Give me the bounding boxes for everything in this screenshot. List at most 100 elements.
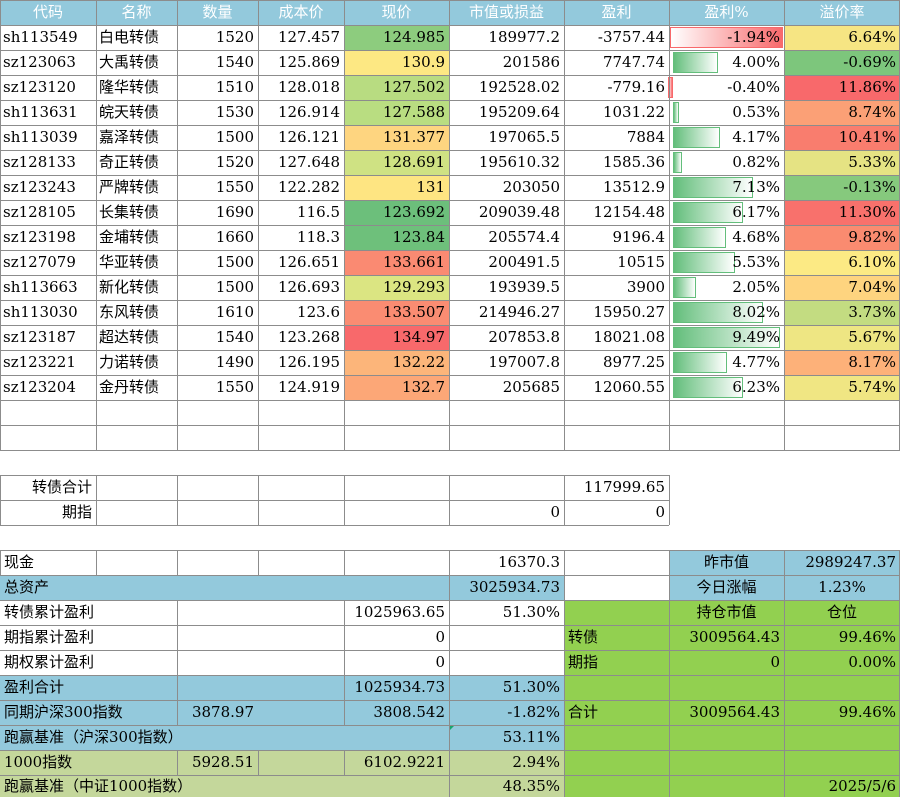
beat-hs300-row-bg <box>0 725 564 750</box>
grid-vline <box>564 550 565 575</box>
grid-vline <box>344 475 345 525</box>
csi1000-start: 5928.51 <box>191 753 254 771</box>
position-total-label: 合计 <box>568 703 599 721</box>
cell-market-value: 189977.2 <box>488 28 560 46</box>
bond-subtotal-label: 转债合计 <box>31 478 92 496</box>
grid-vline <box>449 575 450 600</box>
header-price: 现价 <box>344 0 449 25</box>
cell-profit-pct: 2.05% <box>732 278 780 296</box>
cell-cost: 128.018 <box>277 78 340 96</box>
profit-pct-data-bar <box>673 227 726 248</box>
cell-premium: 11.30% <box>784 200 900 225</box>
cell-qty: 1690 <box>215 203 254 221</box>
cell-premium: 6.10% <box>784 250 900 275</box>
header-cost: 成本价 <box>258 0 344 25</box>
cell-premium: 10.41% <box>784 125 900 150</box>
profit-pct-data-bar <box>673 152 683 173</box>
cell-name: 大禹转债 <box>99 53 160 71</box>
cell-market-value: 197065.5 <box>488 128 560 146</box>
cell-profit-pct: 9.49% <box>732 328 780 346</box>
cell-qty: 1500 <box>215 253 254 271</box>
cell-profit-pct: 6.23% <box>732 378 780 396</box>
grid-vline <box>177 600 178 725</box>
grid-vline <box>0 550 1 575</box>
grid-hline <box>0 50 900 51</box>
cell-premium: 3.73% <box>784 300 900 325</box>
cell-profit: -3757.44 <box>597 28 665 46</box>
cell-premium: 6.64% <box>784 25 900 50</box>
cell-name: 长集转债 <box>99 203 160 221</box>
grid-hline <box>0 475 669 476</box>
cell-cost: 118.3 <box>297 228 340 246</box>
profit-pct-data-bar <box>673 177 754 198</box>
cell-premium: 7.04% <box>784 275 900 300</box>
profit-pct-data-bar <box>673 327 780 348</box>
grid-vline <box>0 475 1 525</box>
cell-market-value: 200491.5 <box>488 253 560 271</box>
cell-price: 134.97 <box>344 325 449 350</box>
grid-hline <box>0 300 900 301</box>
cell-qty: 1490 <box>215 353 254 371</box>
cell-qty: 1510 <box>215 78 254 96</box>
cell-qty: 1540 <box>215 328 254 346</box>
profit-pct-data-bar <box>673 252 736 273</box>
cell-cost: 124.919 <box>277 378 340 396</box>
cell-name: 隆华转债 <box>99 78 160 96</box>
grid-hline <box>0 25 900 26</box>
cell-cost: 125.869 <box>277 53 340 71</box>
position-summary-bg <box>564 600 900 797</box>
cell-price: 132.7 <box>344 375 449 400</box>
cell-price: 132.22 <box>344 350 449 375</box>
cell-code: sz123187 <box>3 328 76 346</box>
grid-vline <box>0 0 1 450</box>
cell-qty: 1550 <box>215 178 254 196</box>
cell-price: 133.661 <box>344 250 449 275</box>
cell-premium: 5.74% <box>784 375 900 400</box>
cell-code: sz123063 <box>3 53 76 71</box>
cell-price: 123.84 <box>344 225 449 250</box>
beat-csi1000-value: 48.35% <box>502 777 560 795</box>
cell-profit-pct: 6.17% <box>732 203 780 221</box>
total-profit-pct: 51.30% <box>502 678 560 696</box>
cell-market-value: 205574.4 <box>488 228 560 246</box>
cell-profit: 12154.48 <box>593 203 665 221</box>
total-assets-row-bg <box>0 575 564 600</box>
grid-vline <box>177 550 178 575</box>
cell-market-value: 207853.8 <box>488 328 560 346</box>
cell-market-value: 203050 <box>502 178 560 196</box>
holding-mv-label: 持仓市值 <box>696 603 757 621</box>
cell-name: 白电转债 <box>99 28 160 46</box>
header-premium: 溢价率 <box>784 0 900 25</box>
profit-pct-data-bar <box>673 52 719 73</box>
cell-cost: 116.5 <box>297 203 340 221</box>
csi1000-label: 1000指数 <box>4 753 73 771</box>
yesterday-mv-label: 昨市值 <box>703 553 749 571</box>
grid-hline <box>0 550 900 551</box>
cell-code: sz123243 <box>3 178 76 196</box>
cell-market-value: 205685 <box>502 378 560 396</box>
grid-vline <box>449 550 450 575</box>
cell-profit: 1585.36 <box>602 153 665 171</box>
grid-vline <box>258 475 259 525</box>
header-profit: 盈利 <box>564 0 669 25</box>
grid-hline <box>0 425 900 426</box>
grid-vline <box>177 475 178 525</box>
cell-profit-pct: 4.68% <box>732 228 780 246</box>
grid-hline <box>0 125 900 126</box>
grid-vline <box>96 475 97 525</box>
grid-vline <box>784 550 785 797</box>
cell-profit: 9196.4 <box>612 228 666 246</box>
cell-profit-pct: -1.94% <box>727 28 780 46</box>
cell-premium: 8.74% <box>784 100 900 125</box>
header-qty: 数量 <box>177 0 258 25</box>
grid-hline <box>0 225 900 226</box>
grid-vline <box>96 550 97 575</box>
cell-profit-pct: 7.13% <box>732 178 780 196</box>
cell-cost: 122.282 <box>277 178 340 196</box>
cell-premium: 8.17% <box>784 350 900 375</box>
cell-price: 131 <box>344 175 449 200</box>
cell-code: sz123120 <box>3 78 76 96</box>
cell-profit: 12060.55 <box>593 378 665 396</box>
grid-vline <box>564 475 565 525</box>
profit-pct-data-bar <box>673 302 764 323</box>
